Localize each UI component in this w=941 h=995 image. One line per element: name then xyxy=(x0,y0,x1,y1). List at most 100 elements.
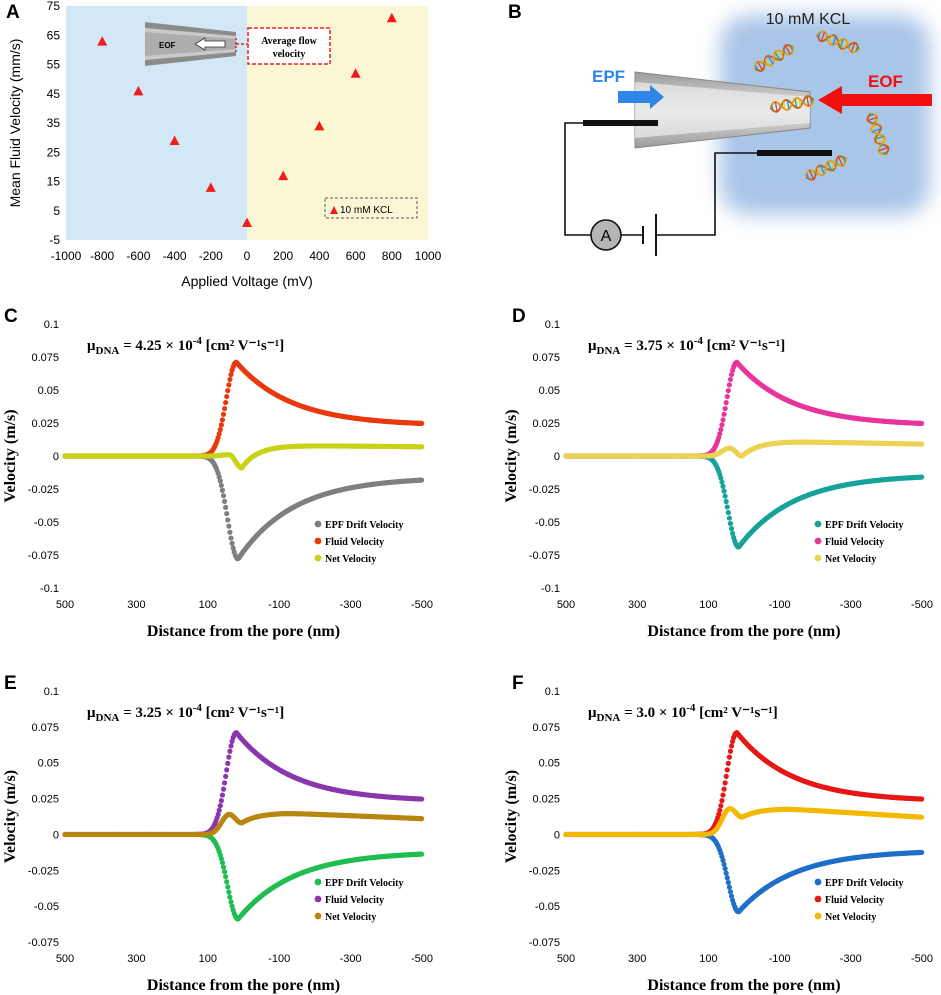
mu-exponent: -4 xyxy=(193,702,203,714)
panel-c-velocity-chart: -0.1 -0.075 -0.05 -0.025 0 0.025 0.05 0.075 0.1 5… xyxy=(2,319,433,640)
data-point xyxy=(228,535,234,541)
data-point xyxy=(728,371,735,378)
y-tick-label: 0.025 xyxy=(31,418,59,430)
dna-base-pair xyxy=(872,128,882,133)
mu-subscript: DNA xyxy=(96,345,120,357)
x-tick-label: -200 xyxy=(199,249,223,263)
legend-label: Net Velocity xyxy=(325,554,376,565)
x-tick-label: -300 xyxy=(340,599,362,611)
data-point xyxy=(726,754,733,760)
dna-base-pair xyxy=(828,35,833,44)
y-tick-label: -0.025 xyxy=(28,865,59,877)
x-tick-label: -500 xyxy=(411,599,433,611)
ammeter-label: A xyxy=(601,228,612,245)
data-point xyxy=(723,870,729,876)
x-axis-label: Distance from the pore (nm) xyxy=(147,623,340,640)
data-point xyxy=(219,487,226,493)
dna-base-pair xyxy=(757,61,764,71)
dna-base-pair xyxy=(825,36,828,40)
y-axis-label: Velocity (m/s) xyxy=(2,409,19,502)
y-tick-label: -0.075 xyxy=(529,550,560,562)
y-tick-label: 0.1 xyxy=(545,686,560,698)
data-point xyxy=(727,748,734,754)
dna-base-pair xyxy=(832,36,837,46)
circuit-wire-right xyxy=(656,152,757,236)
y-tick-label: 0 xyxy=(53,829,59,841)
data-point xyxy=(419,796,425,802)
x-axis-label: Distance from the pore (nm) xyxy=(147,977,340,994)
y-tick-label: 75 xyxy=(47,0,61,13)
panel-b-schematic: 10 mM KCL A EPF EOF xyxy=(564,11,932,256)
data-point xyxy=(219,792,226,798)
x-tick-label: 200 xyxy=(273,249,293,263)
mobility-annotation: μDNA = 4.25 × 10-4 [cm² V⁻¹s⁻¹] xyxy=(87,335,284,357)
legend: 10 mM KCL xyxy=(324,197,418,219)
x-tick-label: -500 xyxy=(911,953,933,965)
legend-label: Fluid Velocity xyxy=(825,895,884,906)
legend-label: Net Velocity xyxy=(325,912,376,923)
eof-direction-arrow xyxy=(194,37,226,51)
y-tick-label: 45 xyxy=(47,87,61,101)
data-point xyxy=(728,743,735,749)
panel-d-velocity-chart: -0.1 -0.075 -0.05 -0.025 0 0.025 0.05 0.075 0.1 5… xyxy=(503,319,933,640)
data-point xyxy=(725,509,731,516)
data-point xyxy=(226,382,232,388)
dna-base-pair xyxy=(839,38,844,48)
y-axis-label: Velocity (m/s) xyxy=(503,770,520,863)
data-point xyxy=(314,120,325,131)
dna-base-pair xyxy=(767,55,774,65)
x-tick-label: 100 xyxy=(199,953,217,965)
y-tick-label: 0.1 xyxy=(545,319,560,331)
dna-base-pair xyxy=(867,116,878,122)
y-tick-label: -0.025 xyxy=(28,484,59,496)
dna-base-pair xyxy=(820,31,826,42)
x-tick-label: -100 xyxy=(769,953,791,965)
y-tick-label: -0.05 xyxy=(34,901,59,913)
data-point xyxy=(722,493,728,499)
y-tick-label: 0.05 xyxy=(38,385,59,397)
x-tick-label: -100 xyxy=(268,953,290,965)
eof-arrow xyxy=(818,86,932,114)
data-point xyxy=(728,526,735,532)
y-tick-label: 55 xyxy=(47,58,61,72)
data-point xyxy=(224,511,230,517)
dna-base-pair xyxy=(819,165,825,175)
dna-strand xyxy=(816,30,860,54)
x-tick-label: -300 xyxy=(840,599,862,611)
dna-base-pair xyxy=(806,96,810,107)
dna-strand xyxy=(805,155,847,181)
data-point xyxy=(228,371,234,378)
data-point xyxy=(727,376,734,383)
legend-marker xyxy=(814,912,822,920)
data-point xyxy=(224,767,230,773)
x-axis-label: Applied Voltage (mV) xyxy=(181,273,313,289)
dna-base-pair xyxy=(798,98,802,107)
data-point xyxy=(230,545,236,551)
data-point xyxy=(717,807,723,813)
dna-backbone xyxy=(805,158,847,178)
data-point xyxy=(226,523,232,529)
y-axis-label: Velocity (m/s) xyxy=(2,770,19,863)
x-tick-label: 300 xyxy=(127,953,145,965)
panel-label-a: A xyxy=(6,2,20,23)
data-point xyxy=(350,68,361,78)
legend-marker xyxy=(314,520,322,528)
dna-base-pair xyxy=(778,50,784,58)
y-tick-label: 0.1 xyxy=(44,319,59,331)
data-point xyxy=(223,874,229,880)
dna-base-pair xyxy=(817,32,821,38)
panel-label-b: B xyxy=(508,2,522,23)
data-point xyxy=(724,504,730,510)
callout-box xyxy=(247,27,331,65)
y-tick-label: -0.05 xyxy=(535,517,560,529)
dna-base-pair xyxy=(848,44,851,48)
x-tick-label: 0 xyxy=(244,249,251,263)
dna-base-pair xyxy=(827,161,833,171)
x-tick-label: 300 xyxy=(628,953,646,965)
y-tick-label: 0.05 xyxy=(539,758,560,770)
legend-marker xyxy=(814,878,822,886)
y-tick-label: 35 xyxy=(47,116,61,130)
legend-label: EPF Drift Velocity xyxy=(325,520,404,531)
data-point xyxy=(220,786,227,792)
x-tick-label: 1000 xyxy=(415,249,442,263)
